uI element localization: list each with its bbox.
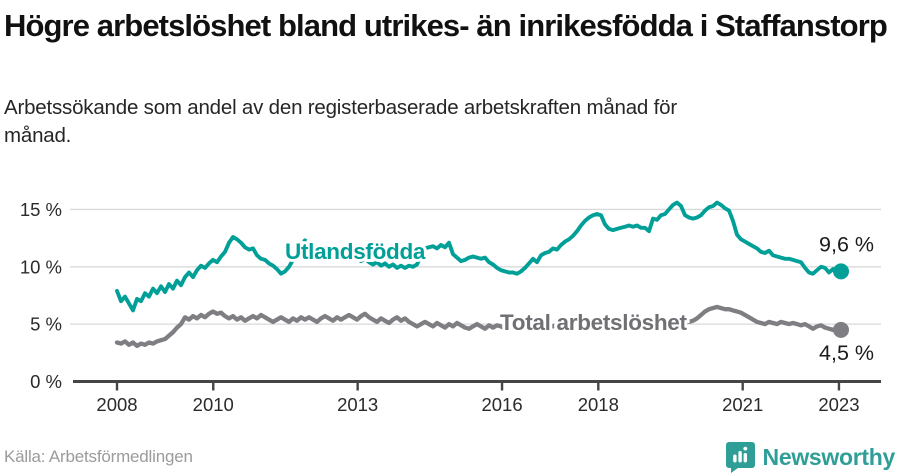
- x-axis-tick-label: 2008: [96, 394, 137, 415]
- page-subtitle: Arbetssökande som andel av den registerb…: [4, 96, 677, 147]
- y-axis-tick-label: 10 %: [20, 256, 62, 277]
- x-axis-tick-label: 2013: [337, 394, 378, 415]
- newsworthy-logo: Newsworthy: [725, 441, 896, 473]
- y-axis-tick-label: 15 %: [20, 199, 62, 220]
- newsworthy-wordmark: Newsworthy: [762, 443, 896, 470]
- newsworthy-bars-icon: [725, 442, 755, 473]
- source-note: Källa: Arbetsförmedlingen: [4, 447, 193, 466]
- x-axis-tick-label: 2010: [193, 394, 234, 415]
- x-axis-tick-label: 2018: [578, 394, 619, 415]
- series-end-value: 4,5 %: [819, 341, 874, 365]
- series-end-dot: [833, 263, 849, 280]
- x-axis-tick-label: 2023: [818, 394, 859, 415]
- series-label: Total arbetslöshet: [500, 310, 688, 335]
- x-axis-tick-label: 2016: [481, 394, 522, 415]
- series-label: Utlandsfödda: [285, 239, 426, 264]
- series-end-value: 9,6 %: [819, 232, 874, 256]
- y-axis-tick-label: 0 %: [30, 371, 62, 392]
- page-title: Högre arbetslöshet bland utrikes- än inr…: [4, 8, 888, 43]
- utlandsfodda-line: [115, 200, 843, 313]
- total-line: [114, 304, 844, 349]
- series-end-dot: [833, 321, 849, 338]
- y-axis-tick-label: 5 %: [30, 314, 62, 335]
- x-axis-tick-label: 2021: [722, 394, 763, 415]
